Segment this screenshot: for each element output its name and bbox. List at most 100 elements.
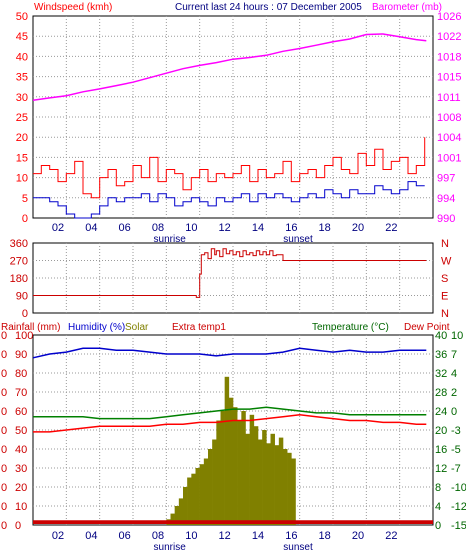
solar-bars xyxy=(33,376,433,525)
solar-bar xyxy=(291,458,296,525)
temperature-tick-label: 0 xyxy=(435,520,441,532)
solar-bar xyxy=(220,411,225,525)
compass-letter: S xyxy=(441,273,448,285)
solar-bar xyxy=(266,443,271,525)
time-tick-label: 08 xyxy=(152,530,164,542)
direction-tick-label: 180 xyxy=(10,273,28,285)
dew-point-tick-label: -10 xyxy=(451,482,466,494)
time-tick-label: 10 xyxy=(185,530,197,542)
time-tick-label: 12 xyxy=(219,530,231,542)
solar-bar xyxy=(258,439,263,525)
temperature-line xyxy=(33,406,427,420)
time-tick-label: 20 xyxy=(352,530,364,542)
direction-tick-label: 0 xyxy=(22,308,28,320)
barometer-tick-label: 1004 xyxy=(437,132,461,144)
temperature-tick-label: 4 xyxy=(435,501,441,513)
time-tick-label: 02 xyxy=(52,222,64,234)
barometer-tick-label: 994 xyxy=(437,193,455,205)
solar-bar xyxy=(278,437,284,525)
compass-letter: N xyxy=(441,238,449,250)
time-tick-label: 10 xyxy=(185,222,197,234)
humidity-tick-label: 60 xyxy=(15,406,27,418)
solar-bar xyxy=(183,487,188,525)
barometer-tick-label: 1008 xyxy=(437,112,461,124)
windspeed-tick-label: 15 xyxy=(16,152,28,164)
time-tick-label: 18 xyxy=(319,222,331,234)
average_wind-line xyxy=(33,181,425,219)
temperature-tick-label: 28 xyxy=(435,387,447,399)
barometer-tick-label: 1001 xyxy=(437,152,461,164)
dew-point-tick-label: 0 xyxy=(451,406,457,418)
wind-barometer-series xyxy=(32,33,427,219)
rainfall-tick-label: 0 xyxy=(1,349,7,361)
barometer-tick-label: 1018 xyxy=(437,51,461,63)
time-tick-label: 06 xyxy=(119,530,131,542)
time-tick-label: 14 xyxy=(252,222,264,234)
rainfall-tick-label: 0 xyxy=(1,463,7,475)
direction-tick-label: 360 xyxy=(10,238,28,250)
dew-point-tick-label: -5 xyxy=(451,444,461,456)
wind-direction-series xyxy=(33,248,427,298)
temperature-axis-label: Temperature (°C) xyxy=(312,322,389,333)
chart-title: Current last 24 hours : 07 December 2005 xyxy=(175,2,362,13)
solar-bar xyxy=(170,513,175,525)
solar-bar xyxy=(224,376,230,525)
humidity-tick-label: 0 xyxy=(15,520,21,532)
time-tick-label: 22 xyxy=(385,222,397,234)
compass-letter: E xyxy=(441,291,448,303)
barometer-axis-label: Barometer (mb) xyxy=(372,2,442,13)
humidity-tick-label: 50 xyxy=(15,425,27,437)
solar-bar xyxy=(245,433,250,525)
humidity-tick-label: 20 xyxy=(15,482,27,494)
solar-bar xyxy=(253,426,259,525)
time-tick-label: 08 xyxy=(152,222,164,234)
dew-point-axis-label: Dew Point xyxy=(404,322,450,333)
barometer-line xyxy=(32,33,427,101)
direction-tick-label: 90 xyxy=(16,291,28,303)
temperature-series xyxy=(32,347,427,433)
time-tick-label: 16 xyxy=(285,530,297,542)
solar-bar xyxy=(241,411,246,525)
solar-bar xyxy=(262,430,267,525)
dew-point-tick-label: 10 xyxy=(451,330,463,342)
temperature-tick-label: 36 xyxy=(435,349,447,361)
humidity-tick-label: 100 xyxy=(15,330,33,342)
solar-bar xyxy=(212,439,217,525)
humidity-tick-label: 90 xyxy=(15,349,27,361)
dew-point-tick-label: 4 xyxy=(451,368,457,380)
barometer-tick-label: 997 xyxy=(437,173,455,185)
temperature-tick-label: 24 xyxy=(435,406,447,418)
rainfall-bar xyxy=(33,520,433,524)
humidity-tick-label: 80 xyxy=(15,368,27,380)
time-tick-label: 04 xyxy=(85,530,97,542)
solar-bar xyxy=(283,449,288,525)
rainfall-tick-label: 0 xyxy=(1,330,7,342)
time-ticks-bottom: 02 04 06 08 10 12 14 16 18 20 22 xyxy=(52,530,398,542)
temperature-tick-label: 32 xyxy=(435,368,447,380)
time-tick-label: 16 xyxy=(285,222,297,234)
humidity-tick-label: 40 xyxy=(15,444,27,456)
windspeed-tick-label: 0 xyxy=(22,213,28,225)
sunrise-label-top: sunrise xyxy=(154,234,187,245)
windspeed-tick-label: 10 xyxy=(16,173,28,185)
barometer-tick-label: 1026 xyxy=(437,11,461,23)
dew-point-tick-label: -12 xyxy=(451,501,466,513)
rainfall-tick-label: 0 xyxy=(1,444,7,456)
rainfall-tick-label: 0 xyxy=(1,520,7,532)
windspeed-tick-label: 20 xyxy=(16,132,28,144)
time-tick-label: 12 xyxy=(219,222,231,234)
windspeed-tick-label: 5 xyxy=(22,193,28,205)
extra-temp-axis-label: Extra temp1 xyxy=(172,322,226,333)
solar-bar xyxy=(249,414,255,525)
sunrise-label-bottom: sunrise xyxy=(154,542,187,553)
solar-bar xyxy=(174,506,180,525)
rainfall-tick-label: 0 xyxy=(1,501,7,513)
compass-letter: W xyxy=(441,256,452,268)
temperature-tick-label: 12 xyxy=(435,463,447,475)
barometer-tick-label: 1011 xyxy=(437,92,461,104)
solar-bar xyxy=(287,452,292,525)
compass-letter: N xyxy=(441,308,449,320)
time-tick-label: 22 xyxy=(385,530,397,542)
solar-axis-label: Solar xyxy=(125,322,149,333)
